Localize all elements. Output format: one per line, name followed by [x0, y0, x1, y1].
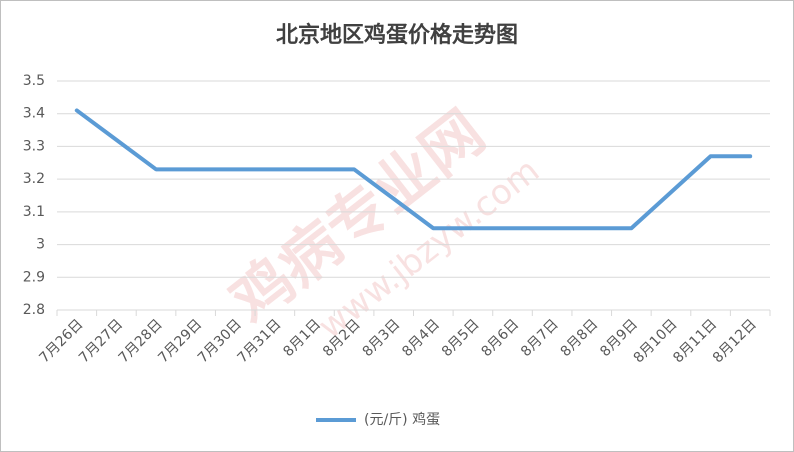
y-tick-label: 3: [36, 237, 45, 253]
y-tick-label: 3.5: [23, 73, 45, 89]
legend-label: (元/斤) 鸡蛋: [364, 411, 440, 428]
y-tick-label: 2.9: [23, 269, 45, 285]
y-tick-label: 3.4: [23, 106, 45, 122]
y-tick-label: 3.1: [23, 204, 45, 220]
y-tick-label: 3.2: [23, 171, 45, 187]
chart-title: 北京地区鸡蛋价格走势图: [276, 22, 518, 48]
y-tick-label: 2.8: [23, 302, 45, 318]
y-tick-label: 3.3: [23, 138, 45, 154]
data-line: [74, 108, 753, 231]
